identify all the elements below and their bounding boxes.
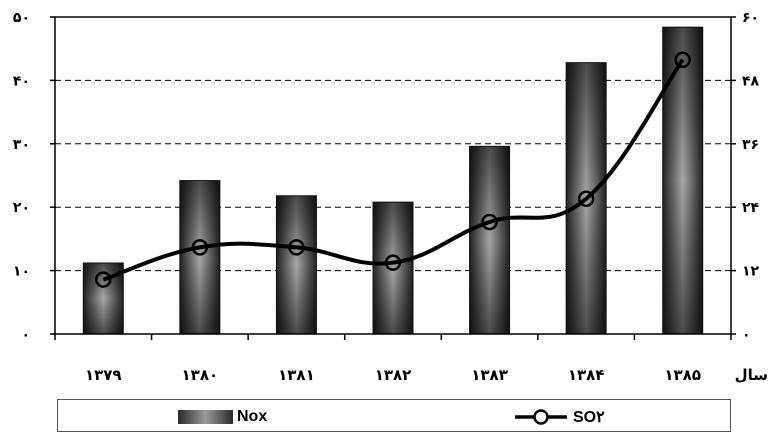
category-label: ۱۳۸۱ <box>278 366 315 384</box>
nox-bar-shade <box>469 146 510 334</box>
category-label: ۱۳۸۳ <box>471 366 508 384</box>
axes <box>50 16 736 340</box>
category-label: ۱۳۸۲ <box>375 366 412 384</box>
left-tick-label: ۱۰ <box>13 264 30 280</box>
legend-nox-label: Nox <box>237 408 268 425</box>
right-tick-label: ۶۰ <box>742 10 759 26</box>
x-axis-title: سال <box>735 366 768 384</box>
right-tick-label: ۱۲ <box>742 264 760 280</box>
category-label: ۱۳۸۰ <box>182 366 219 384</box>
nox-bar-shade <box>179 180 220 334</box>
category-label: ۱۳۸۵ <box>664 366 701 384</box>
so2-point <box>95 271 112 288</box>
left-tick-label: ۵۰ <box>13 10 30 26</box>
right-tick-label: ۰ <box>742 327 751 343</box>
left-tick-label: ۰ <box>21 327 30 343</box>
so2-point <box>288 239 305 256</box>
nox-bar-shade <box>373 202 413 334</box>
right-tick-label: ۳۶ <box>742 137 759 153</box>
so2-point <box>384 254 402 271</box>
right-tick-label: ۴۸ <box>742 73 760 89</box>
nox-bar-shade <box>276 195 317 334</box>
so2-point <box>481 213 498 231</box>
legend-so2-label: SO۲ <box>573 409 605 426</box>
legend-item-so2: SO۲ <box>513 407 605 427</box>
category-label: ۱۳۷۹ <box>85 366 122 384</box>
legend-so2-swatch <box>515 409 567 425</box>
legend-nox-swatch <box>178 410 233 424</box>
so2-line-series <box>95 51 691 288</box>
so2-point <box>577 190 595 207</box>
grid-lines <box>55 79 731 272</box>
left-tick-label: ۳۰ <box>13 137 30 153</box>
left-tick-label: ۲۰ <box>13 200 30 216</box>
so2-point <box>674 51 691 69</box>
left-tick-label: ۴۰ <box>13 73 30 89</box>
so2-point <box>191 239 209 256</box>
nox-bar-shade <box>662 27 703 334</box>
right-tick-label: ۲۴ <box>742 200 760 216</box>
nox-bars <box>82 26 704 335</box>
legend: Nox SO۲ <box>57 399 731 432</box>
so2-line <box>102 58 685 282</box>
category-label: ۱۳۸۴ <box>568 366 605 384</box>
legend-item-nox: Nox <box>178 407 267 427</box>
axis-labels: ۰ ۱۰ ۲۰ ۳۰ ۴۰ ۵۰ ۰ ۱۲ ۲۴ ۳۶ ۴۸ ۶۰ ۱۳۷۹ ۱۳۸۰ ۱۳۸۱ ۱۳۸۲ ۱۳… <box>13 10 768 384</box>
